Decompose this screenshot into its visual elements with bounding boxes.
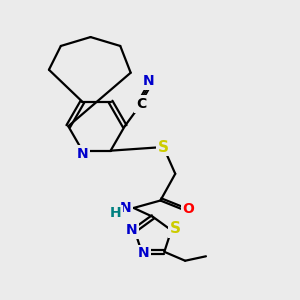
Text: N: N [119,201,131,215]
Text: O: O [183,202,195,216]
Text: N: N [126,223,137,237]
Text: N: N [143,74,154,88]
Text: S: S [158,140,169,154]
Text: N: N [76,147,88,160]
Text: N: N [137,246,149,260]
Text: C: C [136,97,146,111]
Text: H: H [110,206,121,220]
Text: S: S [170,221,181,236]
